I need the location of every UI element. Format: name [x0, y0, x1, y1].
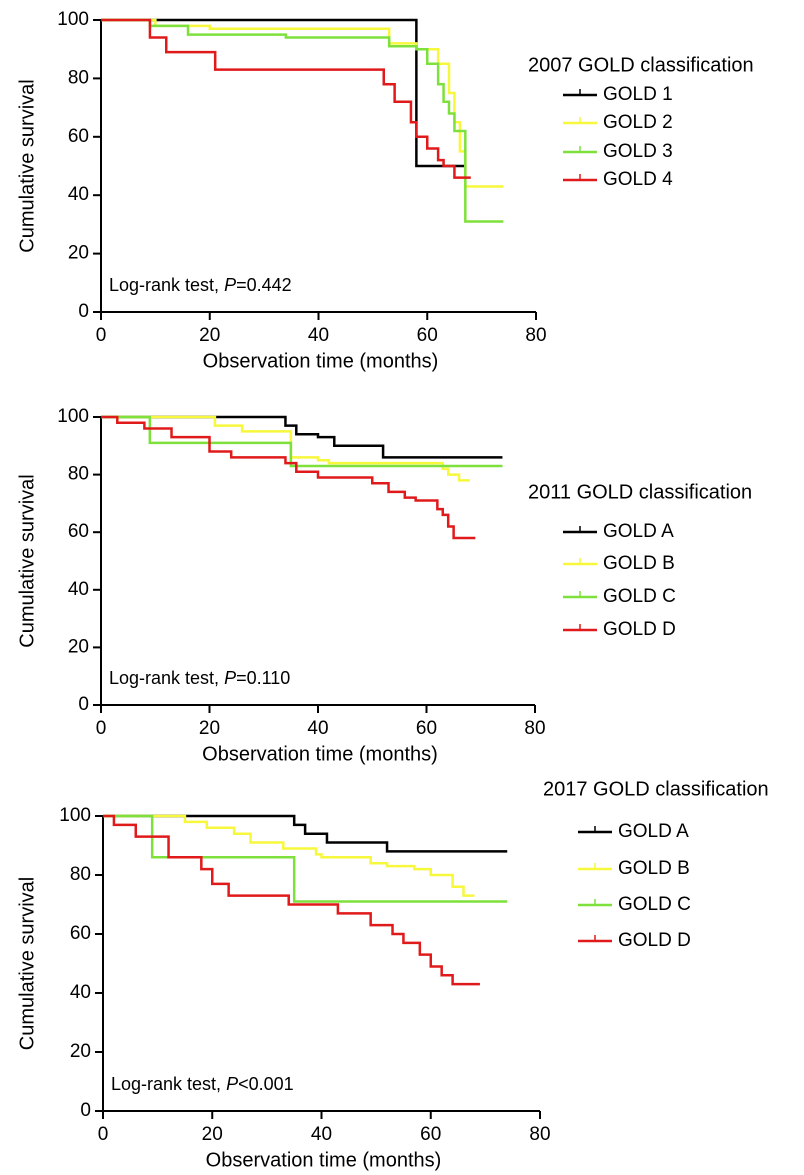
x-axis-label: Observation time (months)	[202, 743, 438, 765]
annotation: Log-rank test, P<0.001	[111, 1074, 294, 1094]
x-tick-label: 40	[308, 325, 329, 346]
legend-label: GOLD A	[618, 821, 689, 842]
x-tick-label: 80	[529, 1124, 550, 1145]
y-axis-label: Cumulative survival	[16, 474, 38, 647]
y-tick-label: 60	[68, 126, 89, 147]
annotation-part: P	[224, 275, 236, 295]
survival-curve	[101, 18, 466, 168]
y-tick-label: 40	[70, 982, 91, 1003]
legend-title: 2011 GOLD classification	[528, 481, 752, 503]
x-tick-label: 20	[202, 1124, 223, 1145]
x-tick-label: 80	[524, 718, 545, 739]
y-tick-label: 0	[80, 1100, 91, 1121]
legend-label: GOLD 2	[603, 112, 673, 133]
annotation-part: Log-rank test,	[109, 668, 224, 688]
x-tick-label: 0	[96, 718, 107, 739]
x-tick-label: 40	[307, 718, 328, 739]
legend-label: GOLD D	[603, 619, 676, 640]
y-tick-label: 60	[68, 521, 89, 542]
y-tick-label: 60	[70, 923, 91, 944]
y-tick-label: 80	[70, 864, 91, 885]
annotation: Log-rank test, P=0.110	[109, 668, 290, 688]
survival-curve	[101, 415, 476, 540]
x-tick-label: 60	[420, 1124, 441, 1145]
annotation-part: =0.110	[236, 668, 290, 688]
survival-curve	[103, 814, 508, 903]
x-tick-label: 40	[311, 1124, 332, 1145]
y-tick-label: 80	[68, 464, 89, 485]
legend-label: GOLD A	[603, 521, 674, 542]
legend-label: GOLD C	[603, 586, 676, 607]
x-tick-label: 0	[98, 1124, 109, 1145]
annotation-part: Log-rank test,	[111, 1074, 226, 1094]
survival-curve	[101, 18, 504, 188]
legend-title: 2007 GOLD classification	[528, 54, 754, 76]
x-tick-label: 20	[199, 718, 220, 739]
x-tick-label: 60	[417, 325, 438, 346]
survival-curve	[101, 18, 471, 179]
survival-curve	[101, 415, 503, 459]
y-axis-label: Cumulative survival	[16, 877, 38, 1050]
annotation-part: P	[224, 668, 236, 688]
x-tick-label: 0	[96, 325, 107, 346]
y-tick-label: 40	[68, 579, 89, 600]
annotation-part: P	[226, 1074, 238, 1094]
survival-curve	[103, 814, 475, 897]
legend-label: GOLD 3	[603, 141, 673, 162]
legend-label: GOLD 1	[603, 84, 673, 105]
y-tick-label: 80	[68, 67, 89, 88]
x-tick-label: 80	[525, 325, 546, 346]
x-tick-label: 20	[199, 325, 220, 346]
survival-curve	[101, 18, 504, 223]
survival-curve	[101, 415, 503, 468]
survival-curve	[101, 415, 470, 482]
annotation-part: =0.442	[236, 275, 292, 295]
y-tick-label: 0	[78, 694, 89, 715]
y-tick-label: 20	[68, 636, 89, 657]
x-tick-label: 60	[416, 718, 437, 739]
x-axis-label: Observation time (months)	[206, 1149, 442, 1171]
survival-curve	[103, 814, 480, 986]
legend-title: 2017 GOLD classification	[543, 778, 769, 800]
survival-curve	[103, 814, 508, 853]
legend-label: GOLD D	[618, 930, 691, 951]
y-tick-label: 20	[68, 243, 89, 264]
x-axis-label: Observation time (months)	[203, 350, 439, 372]
y-tick-label: 0	[78, 301, 89, 322]
y-tick-label: 100	[57, 406, 89, 427]
legend-label: GOLD B	[603, 553, 675, 574]
legend-label: GOLD B	[618, 858, 690, 879]
legend-label: GOLD 4	[603, 169, 673, 190]
legend-label: GOLD C	[618, 894, 691, 915]
annotation-part: <0.001	[238, 1074, 294, 1094]
y-tick-label: 20	[70, 1041, 91, 1062]
annotation-part: Log-rank test,	[109, 275, 224, 295]
y-tick-label: 100	[57, 9, 89, 30]
y-axis-label: Cumulative survival	[16, 79, 38, 252]
y-tick-label: 100	[59, 805, 91, 826]
y-tick-label: 40	[68, 184, 89, 205]
annotation: Log-rank test, P=0.442	[109, 275, 292, 295]
